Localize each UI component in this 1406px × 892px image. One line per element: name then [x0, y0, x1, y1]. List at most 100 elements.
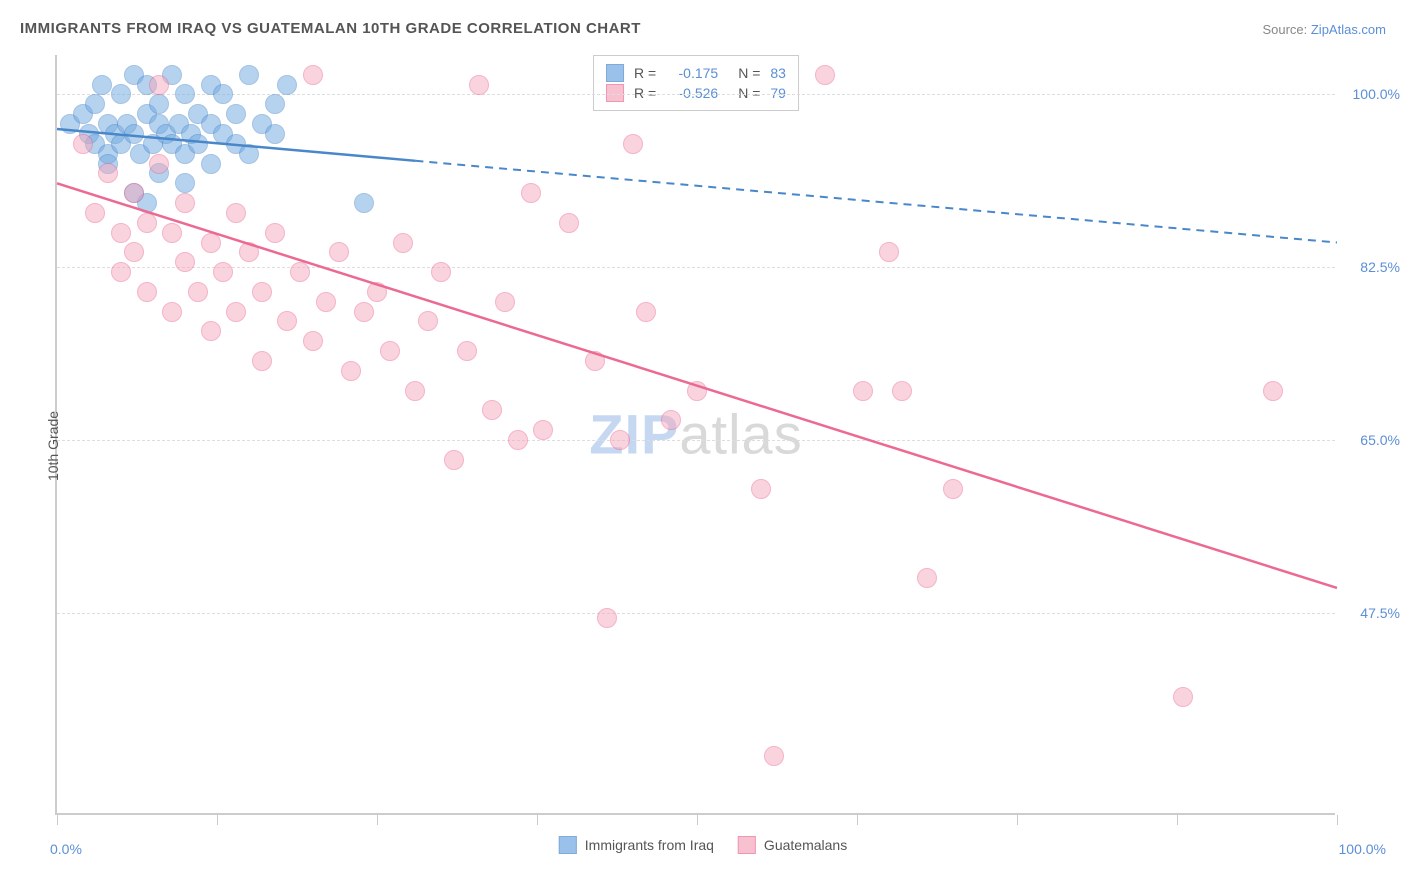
scatter-point-guatemalans — [252, 351, 272, 371]
trend-line-iraq — [57, 55, 1337, 815]
legend-stats-row: R = -0.175 N = 83 — [606, 64, 786, 82]
scatter-point-guatemalans — [405, 381, 425, 401]
scatter-point-guatemalans — [879, 242, 899, 262]
scatter-point-guatemalans — [277, 311, 297, 331]
scatter-point-guatemalans — [853, 381, 873, 401]
legend-stats-row: R = -0.526 N = 79 — [606, 84, 786, 102]
scatter-point-guatemalans — [687, 381, 707, 401]
scatter-point-guatemalans — [239, 242, 259, 262]
scatter-point-guatemalans — [175, 252, 195, 272]
scatter-point-guatemalans — [892, 381, 912, 401]
chart-title: IMMIGRANTS FROM IRAQ VS GUATEMALAN 10TH … — [20, 20, 641, 37]
trend-line-guatemalans — [57, 55, 1337, 815]
scatter-point-guatemalans — [469, 75, 489, 95]
n-label: N = — [738, 65, 760, 81]
scatter-point-guatemalans — [201, 233, 221, 253]
scatter-point-iraq — [265, 124, 285, 144]
scatter-point-guatemalans — [815, 65, 835, 85]
scatter-point-guatemalans — [226, 302, 246, 322]
source-attribution: Source: ZipAtlas.com — [1262, 22, 1386, 37]
source-link[interactable]: ZipAtlas.com — [1311, 22, 1386, 37]
y-tick-label: 100.0% — [1353, 86, 1400, 102]
scatter-point-guatemalans — [444, 450, 464, 470]
y-axis-label: 10th Grade — [45, 411, 61, 481]
scatter-point-iraq — [175, 84, 195, 104]
scatter-point-guatemalans — [418, 311, 438, 331]
plot-area: ZIPatlas R =-0.175N =83R =-0.526N =79 47… — [55, 55, 1335, 815]
scatter-point-guatemalans — [354, 302, 374, 322]
x-tick — [377, 815, 378, 825]
legend-swatch-guatemalans — [606, 84, 624, 102]
scatter-point-guatemalans — [597, 608, 617, 628]
r-label: R = — [634, 65, 656, 81]
scatter-point-guatemalans — [341, 361, 361, 381]
scatter-point-guatemalans — [610, 430, 630, 450]
x-tick — [57, 815, 58, 825]
scatter-point-guatemalans — [265, 223, 285, 243]
scatter-point-guatemalans — [111, 223, 131, 243]
r-value: -0.175 — [666, 65, 718, 81]
x-tick — [1177, 815, 1178, 825]
scatter-point-iraq — [188, 134, 208, 154]
scatter-point-guatemalans — [201, 321, 221, 341]
scatter-point-guatemalans — [623, 134, 643, 154]
scatter-point-guatemalans — [162, 302, 182, 322]
x-tick — [857, 815, 858, 825]
scatter-point-guatemalans — [188, 282, 208, 302]
legend-swatch-iraq — [606, 64, 624, 82]
x-tick — [1337, 815, 1338, 825]
scatter-point-guatemalans — [175, 193, 195, 213]
scatter-point-guatemalans — [431, 262, 451, 282]
legend-label: Guatemalans — [764, 837, 847, 853]
scatter-point-iraq — [149, 94, 169, 114]
scatter-point-iraq — [239, 144, 259, 164]
source-prefix: Source: — [1262, 22, 1310, 37]
scatter-point-iraq — [277, 75, 297, 95]
scatter-point-guatemalans — [508, 430, 528, 450]
scatter-point-guatemalans — [303, 65, 323, 85]
chart-container: IMMIGRANTS FROM IRAQ VS GUATEMALAN 10TH … — [0, 0, 1406, 892]
legend-bottom: Immigrants from Iraq Guatemalans — [559, 836, 847, 854]
scatter-point-guatemalans — [495, 292, 515, 312]
r-value: -0.526 — [666, 85, 718, 101]
n-value: 79 — [770, 85, 786, 101]
gridline — [57, 267, 1335, 268]
gridline — [57, 613, 1335, 614]
legend-item-guatemalans[interactable]: Guatemalans — [738, 836, 847, 854]
y-tick-label: 47.5% — [1360, 605, 1400, 621]
scatter-point-guatemalans — [316, 292, 336, 312]
scatter-point-guatemalans — [290, 262, 310, 282]
n-label: N = — [738, 85, 760, 101]
x-axis-min-label: 0.0% — [50, 841, 82, 857]
scatter-point-guatemalans — [137, 282, 157, 302]
scatter-point-iraq — [92, 75, 112, 95]
scatter-point-guatemalans — [482, 400, 502, 420]
y-tick-label: 82.5% — [1360, 259, 1400, 275]
scatter-point-guatemalans — [149, 154, 169, 174]
legend-swatch-guatemalans — [738, 836, 756, 854]
gridline — [57, 94, 1335, 95]
scatter-point-iraq — [239, 65, 259, 85]
scatter-point-guatemalans — [252, 282, 272, 302]
x-tick — [217, 815, 218, 825]
n-value: 83 — [770, 65, 786, 81]
scatter-point-guatemalans — [73, 134, 93, 154]
legend-stats-box: R = -0.175 N = 83 R = -0.526 N = 79 — [593, 55, 799, 111]
legend-item-iraq[interactable]: Immigrants from Iraq — [559, 836, 714, 854]
scatter-point-iraq — [111, 84, 131, 104]
y-tick-label: 65.0% — [1360, 432, 1400, 448]
scatter-point-guatemalans — [521, 183, 541, 203]
scatter-point-iraq — [175, 173, 195, 193]
scatter-point-iraq — [265, 94, 285, 114]
legend-swatch-iraq — [559, 836, 577, 854]
scatter-point-guatemalans — [162, 223, 182, 243]
scatter-point-iraq — [354, 193, 374, 213]
scatter-point-guatemalans — [559, 213, 579, 233]
scatter-point-guatemalans — [124, 183, 144, 203]
scatter-point-iraq — [201, 154, 221, 174]
r-label: R = — [634, 85, 656, 101]
x-tick — [537, 815, 538, 825]
scatter-point-iraq — [124, 124, 144, 144]
x-tick — [1017, 815, 1018, 825]
scatter-point-guatemalans — [943, 479, 963, 499]
